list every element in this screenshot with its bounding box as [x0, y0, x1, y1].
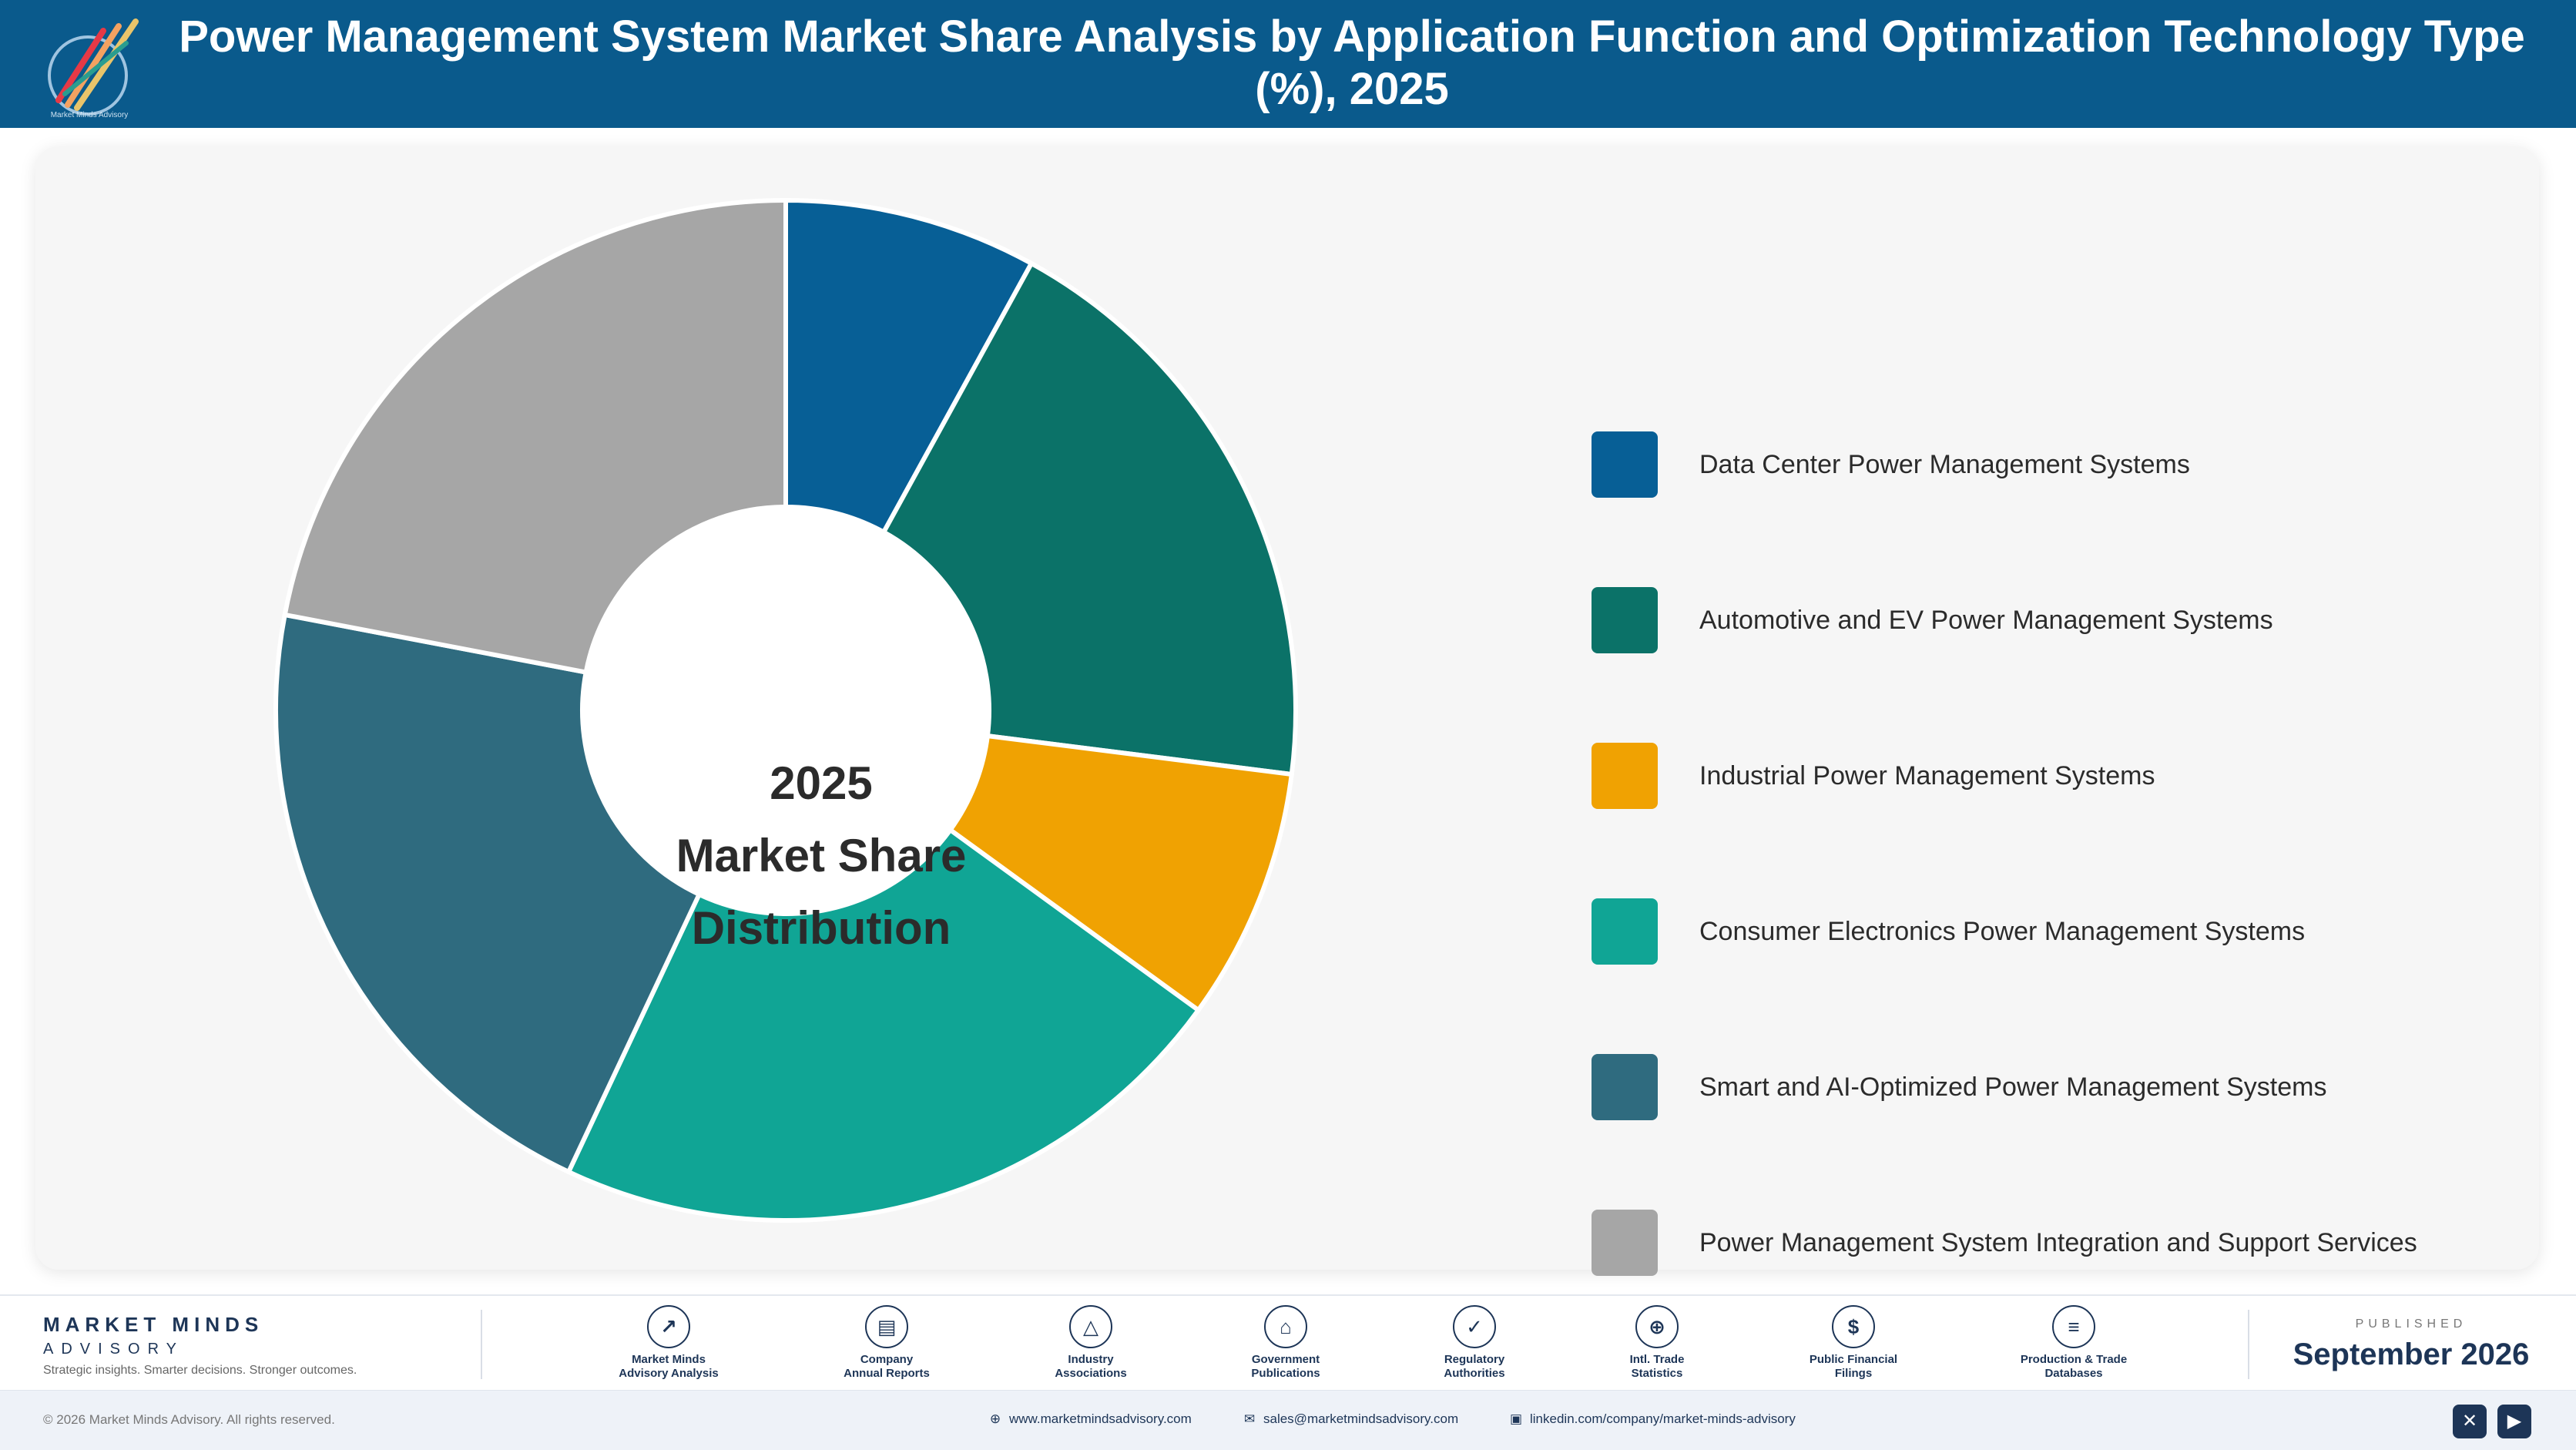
legend-swatch: [1592, 431, 1658, 498]
legend-swatch: [1592, 743, 1658, 809]
source-item: ↗ Market Minds Advisory Analysis: [584, 1305, 753, 1381]
globe-icon: ⊕: [989, 1411, 1001, 1426]
website-text: www.marketmindsadvisory.com: [1009, 1411, 1192, 1426]
x-icon[interactable]: ✕: [2453, 1405, 2487, 1438]
mail-icon: ✉: [1243, 1411, 1256, 1426]
published-label: PUBLISHED: [2355, 1317, 2467, 1331]
source-item: $ Public Financial Filings: [1769, 1305, 1938, 1381]
linkedin-icon: ▣: [1509, 1411, 1523, 1426]
email-link[interactable]: ✉ sales@marketmindsadvisory.com: [1242, 1411, 1458, 1427]
legend-swatch: [1592, 898, 1658, 965]
brand-name: MARKET MINDS: [43, 1313, 264, 1336]
source-label: Industry Associations: [1055, 1353, 1127, 1380]
source-label: Intl. Trade Statistics: [1629, 1353, 1685, 1380]
globe-icon: ⊕: [1635, 1305, 1679, 1348]
linkedin-text: linkedin.com/company/market-minds-adviso…: [1530, 1411, 1796, 1426]
legend-item[interactable]: Power Management System Integration and …: [1592, 1210, 2554, 1277]
page-title: Power Management System Market Share Ana…: [179, 12, 2525, 114]
source-label: Regulatory Authorities: [1444, 1353, 1505, 1380]
copyright-text: © 2026 Market Minds Advisory. All rights…: [43, 1412, 335, 1427]
linkedin-link[interactable]: ▣ linkedin.com/company/market-minds-advis…: [1508, 1411, 1796, 1427]
source-label: Government Publications: [1251, 1353, 1320, 1380]
legend-item[interactable]: Industrial Power Management Systems: [1592, 743, 2554, 811]
footer: MARKET MINDS ADVISORY Strategic insights…: [0, 1294, 2576, 1388]
bank-icon: ⌂: [1264, 1305, 1307, 1348]
legend-label: Data Center Power Management Systems: [1699, 450, 2190, 479]
donut-hole: [582, 507, 989, 914]
logo-icon: Market Minds Advisory: [48, 18, 139, 119]
legend-item[interactable]: Data Center Power Management Systems: [1592, 431, 2554, 499]
center-label-line: Distribution: [691, 902, 951, 954]
legend-label: Power Management System Integration and …: [1699, 1228, 2417, 1257]
brand-tagline: Strategic insights. Smarter decisions. S…: [43, 1364, 357, 1377]
source-label: Company Annual Reports: [844, 1353, 930, 1380]
legend-swatch: [1592, 587, 1658, 653]
donut-center-label: 2025 Market Share Distribution: [621, 747, 1021, 965]
center-label-line: Market Share: [676, 830, 967, 881]
footer-divider: [481, 1310, 482, 1379]
source-item: ✓ Regulatory Authorities: [1390, 1305, 1559, 1381]
legend-label: Industrial Power Management Systems: [1699, 761, 2155, 790]
legend-swatch: [1592, 1210, 1658, 1276]
legend-item[interactable]: Automotive and EV Power Management Syste…: [1592, 587, 2554, 655]
source-item: ⊕ Intl. Trade Statistics: [1572, 1305, 1742, 1381]
footer-divider: [2248, 1310, 2249, 1379]
bottom-bar: © 2026 Market Minds Advisory. All rights…: [0, 1390, 2576, 1450]
database-icon: ≡: [2052, 1305, 2095, 1348]
legend-item[interactable]: Consumer Electronics Power Management Sy…: [1592, 898, 2554, 966]
published-date: September 2026: [2293, 1338, 2530, 1371]
source-item: △ Industry Associations: [1006, 1305, 1176, 1381]
trend-icon: ↗: [647, 1305, 690, 1348]
chart-card: 2025 Market Share Distribution Data Cent…: [35, 146, 2539, 1276]
email-text: sales@marketmindsadvisory.com: [1263, 1411, 1459, 1426]
donut-chart: [273, 197, 1298, 1223]
legend-item[interactable]: Smart and AI-Optimized Power Management …: [1592, 1054, 2554, 1122]
brand-subtitle: ADVISORY: [43, 1341, 184, 1358]
website-link[interactable]: ⊕ www.marketmindsadvisory.com: [988, 1411, 1192, 1427]
svg-text:Market Minds Advisory: Market Minds Advisory: [51, 111, 129, 119]
youtube-icon[interactable]: ▶: [2497, 1405, 2531, 1438]
legend-label: Smart and AI-Optimized Power Management …: [1699, 1072, 2327, 1102]
source-label: Public Financial Filings: [1809, 1353, 1898, 1380]
source-label: Market Minds Advisory Analysis: [619, 1353, 719, 1380]
shield-icon: ✓: [1453, 1305, 1496, 1348]
source-item: ⌂ Government Publications: [1201, 1305, 1370, 1381]
legend-label: Consumer Electronics Power Management Sy…: [1699, 917, 2306, 946]
source-item: ▤ Company Annual Reports: [802, 1305, 971, 1381]
dollar-icon: $: [1832, 1305, 1875, 1348]
network-icon: △: [1069, 1305, 1112, 1348]
legend-swatch: [1592, 1054, 1658, 1120]
header-bar: Market Minds Advisory Power Management S…: [0, 0, 2576, 128]
source-label: Production & Trade Databases: [2020, 1353, 2128, 1380]
legend-label: Automotive and EV Power Management Syste…: [1699, 606, 2273, 635]
document-icon: ▤: [865, 1305, 908, 1348]
source-item: ≡ Production & Trade Databases: [1989, 1305, 2158, 1381]
center-label-line: 2025: [770, 757, 873, 809]
